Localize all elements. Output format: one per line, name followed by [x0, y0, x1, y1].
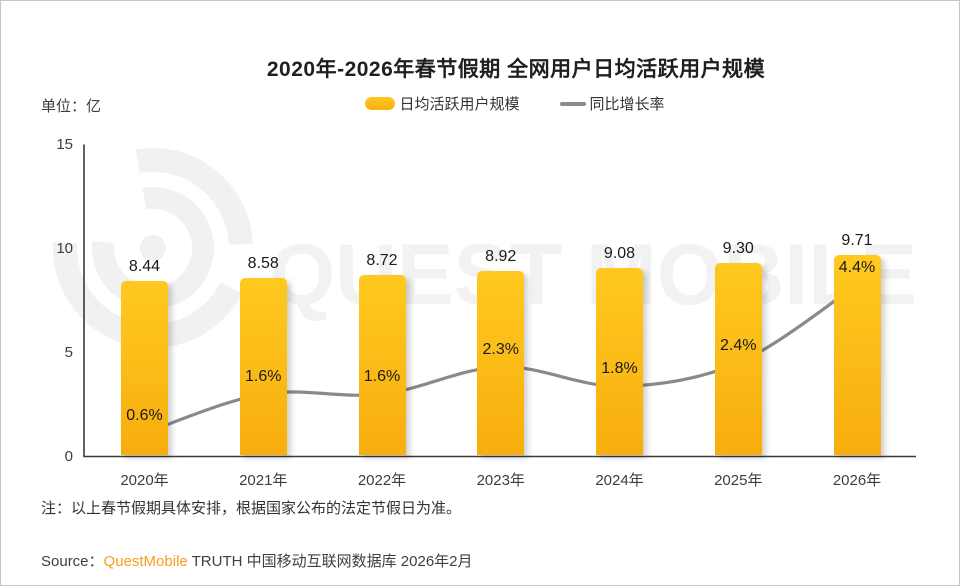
bar-value-label: 9.30	[722, 240, 754, 258]
line-series-label: 同比增长率	[589, 96, 665, 113]
growth-rate-label: 4.4%	[838, 258, 876, 276]
bar-value-label: 8.58	[247, 255, 279, 273]
bar-value-label: 8.72	[366, 252, 398, 270]
unit-label: 单位：亿	[41, 98, 102, 115]
source-line: Source：QuestMobile TRUTH 中国移动互联网数据库 2026…	[41, 550, 473, 571]
y-axis-tick: 0	[64, 447, 73, 465]
bar-2021年	[239, 278, 287, 456]
growth-rate-label: 1.6%	[245, 368, 282, 386]
legend-item-bar: 日均活跃用户规模	[365, 93, 520, 114]
legend: 日均活跃用户规模 同比增长率	[71, 93, 959, 114]
growth-rate-label: 2.4%	[720, 336, 757, 354]
bar-value-label: 8.44	[128, 257, 161, 275]
source-rest: TRUTH 中国移动互联网数据库 2026年2月	[187, 553, 473, 570]
growth-rate-label: 2.3%	[482, 340, 519, 358]
bar-2026年	[833, 254, 881, 456]
bar-2020年	[121, 280, 168, 456]
x-axis-label: 2020年	[120, 472, 169, 489]
x-axis-label: 2026年	[832, 472, 882, 489]
y-axis-tick: 15	[56, 135, 73, 153]
bar-value-label: 8.92	[485, 247, 517, 265]
bar-value-label: 9.08	[603, 244, 636, 262]
bar-2024年	[596, 267, 643, 456]
x-axis-label: 2022年	[357, 472, 407, 489]
growth-rate-label: 0.6%	[126, 407, 163, 425]
x-axis-label: 2025年	[714, 472, 763, 489]
x-axis-label: 2021年	[239, 472, 288, 489]
bar-series-swatch	[365, 97, 396, 110]
x-axis-label: 2023年	[476, 472, 525, 489]
bar-series-label: 日均活跃用户规模	[399, 96, 520, 113]
y-axis-tick: 5	[64, 343, 73, 361]
line-series-swatch	[559, 101, 586, 106]
bar-2022年	[358, 275, 406, 456]
bar-2025年	[714, 263, 762, 456]
bar-value-label: 9.71	[841, 231, 873, 249]
bar-2023年	[477, 270, 525, 456]
legend-item-line: 同比增长率	[559, 93, 665, 114]
axis-lines	[83, 144, 916, 458]
growth-rate-label: 1.6%	[363, 368, 401, 386]
growth-rate-label: 1.8%	[601, 360, 638, 378]
chart-title: 2020年-2026年春节假期 全网用户日均活跃用户规模	[266, 58, 766, 81]
x-axis-label: 2024年	[595, 472, 644, 489]
source-brand: QuestMobile	[103, 553, 188, 570]
y-axis-tick: 10	[56, 239, 73, 257]
source-prefix: Source：	[41, 553, 104, 570]
footnote: 注：以上春节假期具体安排，根据国家公布的法定节假日为准。	[41, 500, 462, 517]
